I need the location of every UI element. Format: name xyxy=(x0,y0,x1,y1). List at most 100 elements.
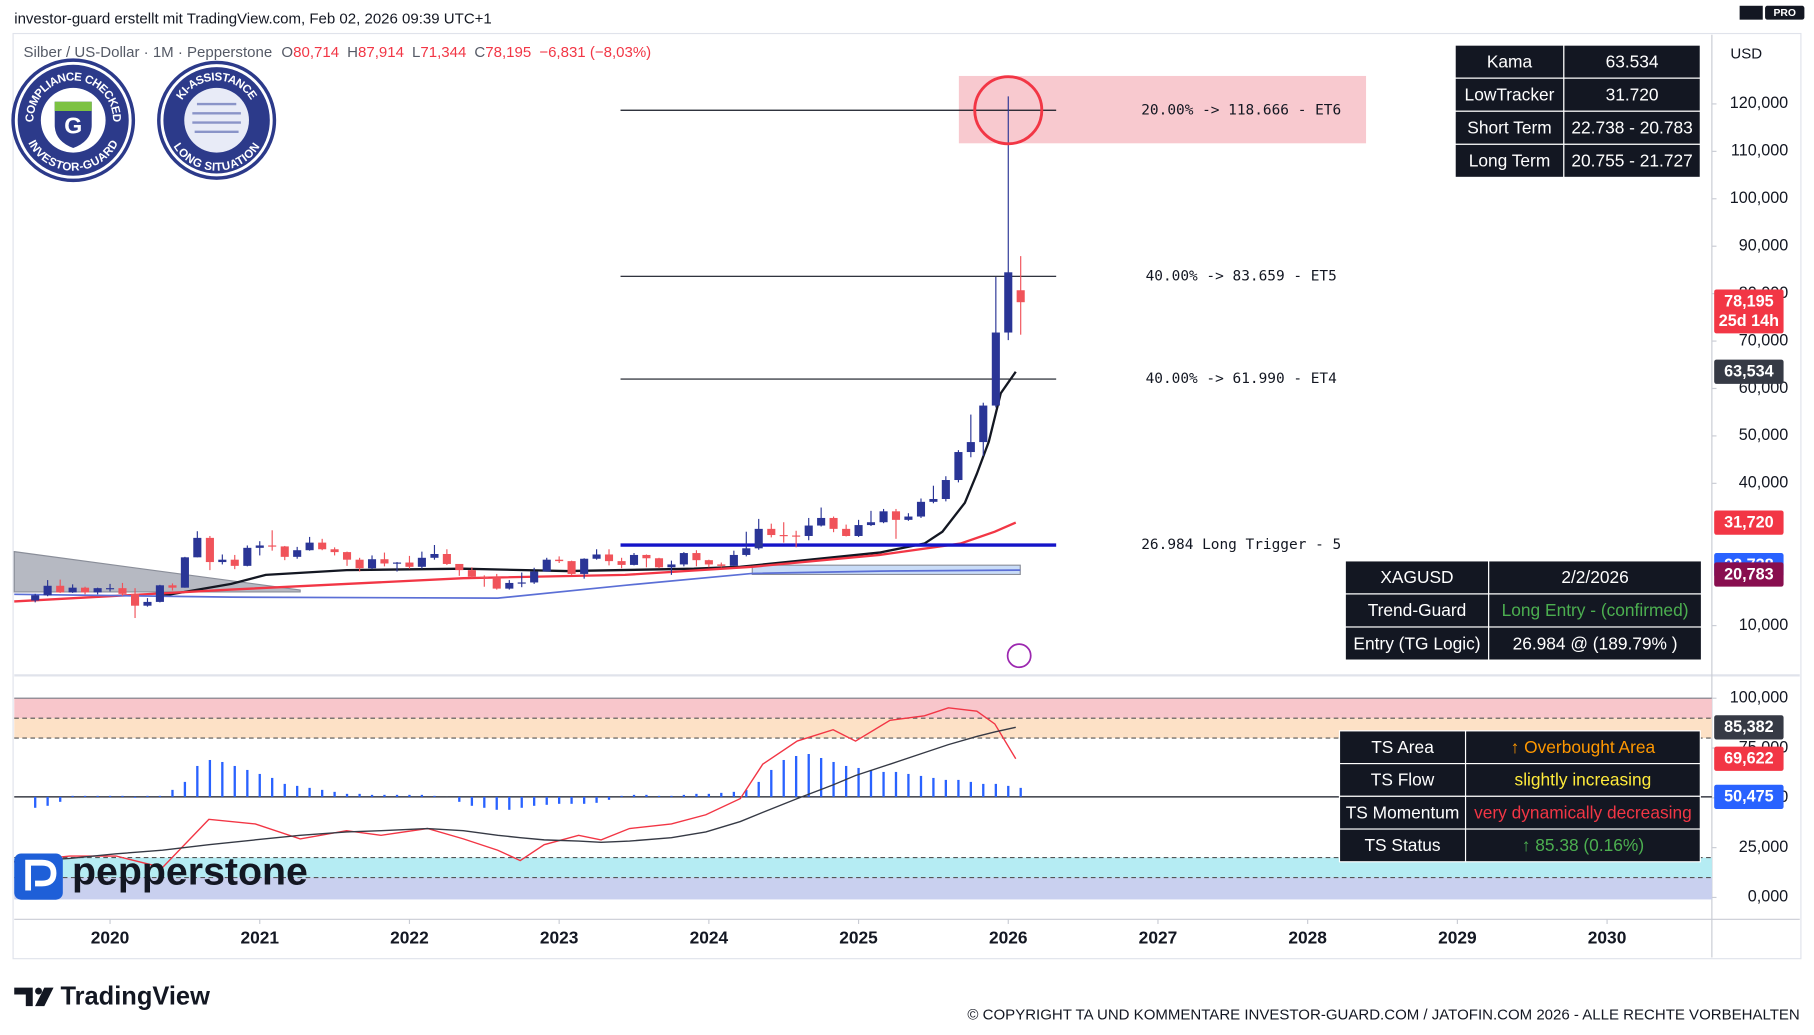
histogram-bar xyxy=(183,781,187,797)
candle-body xyxy=(205,537,214,563)
level-label: 20.00% -> 118.666 - ET6 xyxy=(1141,102,1341,118)
level-label: 40.00% -> 61.990 - ET4 xyxy=(1146,371,1337,387)
candle-body xyxy=(530,571,539,583)
candle-body xyxy=(567,561,576,574)
table-cell xyxy=(1454,44,1565,79)
x-tick-label: 2030 xyxy=(1588,928,1627,948)
target-zone xyxy=(958,75,1367,144)
price-label: 31,720 xyxy=(1724,513,1773,531)
histogram-bar xyxy=(370,794,374,797)
candle-body xyxy=(318,542,327,550)
histogram-bar xyxy=(146,795,149,797)
histogram-bar xyxy=(383,794,386,797)
table-value: 26.984 @ (189.79% ) xyxy=(1513,633,1678,653)
table-value: 31.720 xyxy=(1606,84,1659,104)
table-label: TS Status xyxy=(1364,835,1440,855)
table-cell xyxy=(1488,626,1703,661)
histogram-bar xyxy=(358,793,361,797)
table-label: LowTracker xyxy=(1465,84,1555,104)
histogram-bar xyxy=(83,795,87,797)
level-label: 40.00% -> 83.659 - ET5 xyxy=(1146,268,1337,284)
candle-body xyxy=(193,537,202,558)
table-label: Trend-Guard xyxy=(1368,600,1467,620)
candle-body xyxy=(243,547,252,566)
shield xyxy=(54,101,92,149)
level-label: 26.984 Long Trigger - 5 xyxy=(1141,537,1341,553)
high-highlight xyxy=(973,75,1044,146)
y-tick-label: 90,000 xyxy=(1739,236,1788,254)
candle-body xyxy=(879,511,888,523)
histogram-bar xyxy=(682,794,686,797)
candle-body xyxy=(168,585,177,588)
legend-symbol: Silber / US-Dollar · 1M · Pepperstone xyxy=(23,44,272,61)
price-label-box xyxy=(1714,289,1784,334)
histogram-bar xyxy=(695,793,698,797)
legend-key: L xyxy=(412,44,420,61)
badge: G COMPLIANCE CHECKED INVESTOR-GUARD xyxy=(11,58,136,183)
candle-body xyxy=(492,577,501,589)
table-value: 2/2/2026 xyxy=(1561,567,1628,587)
price-label-box xyxy=(1714,359,1784,384)
candle-body xyxy=(31,595,40,601)
histogram-bar xyxy=(520,796,523,808)
x-tick-label: 2026 xyxy=(989,928,1028,948)
candle-body xyxy=(966,442,975,453)
candle-body xyxy=(604,554,614,562)
badge-letter: G xyxy=(64,112,82,138)
candle-body xyxy=(505,582,514,589)
histogram-bar xyxy=(271,777,274,797)
histogram-bar xyxy=(458,796,461,802)
histogram-bar xyxy=(483,796,486,808)
histogram-bar xyxy=(869,769,873,797)
table-cell xyxy=(1563,110,1701,145)
price-label: 78,195 xyxy=(1724,292,1773,310)
histogram-bar xyxy=(258,773,261,797)
legend-value: 78,195 xyxy=(485,44,531,61)
histogram-bar xyxy=(296,785,299,797)
histogram-bar xyxy=(832,761,835,797)
candle-body xyxy=(779,535,788,537)
y-tick-label: 100,000 xyxy=(1730,189,1788,207)
candle-body xyxy=(93,588,102,593)
candle-body xyxy=(230,559,239,566)
price-label: 20,783 xyxy=(1724,565,1773,583)
candle-body xyxy=(106,588,115,590)
y-tick-label: 10,000 xyxy=(1739,616,1788,634)
table-label: Long Term xyxy=(1469,151,1551,171)
histogram-bar xyxy=(620,795,623,797)
candle-body xyxy=(455,563,464,571)
y-tick-label: 25,000 xyxy=(1739,838,1788,856)
candle-body xyxy=(941,480,950,499)
price-label-box xyxy=(1714,562,1784,587)
candle-body xyxy=(405,562,414,567)
table-label: XAGUSD xyxy=(1380,567,1453,587)
histogram-bar xyxy=(46,796,49,806)
table-value: 63.534 xyxy=(1606,51,1659,71)
table-label: TS Momentum xyxy=(1346,802,1460,822)
x-tick-label: 2022 xyxy=(390,928,429,948)
histogram-bar xyxy=(570,796,573,804)
y-tick-label: 100,000 xyxy=(1730,689,1788,707)
histogram-bar xyxy=(932,777,935,797)
candle-body xyxy=(991,332,1000,406)
candle-body xyxy=(1016,290,1025,303)
histogram-bar xyxy=(745,789,748,797)
y-tick-label: 110,000 xyxy=(1731,142,1788,160)
candle-body xyxy=(293,550,302,557)
oscillator-line xyxy=(14,726,1016,863)
candle-body xyxy=(143,601,152,606)
histogram-bar xyxy=(395,794,399,797)
y-tick-label: 40,000 xyxy=(1739,474,1788,492)
x-tick-label: 2029 xyxy=(1438,928,1477,948)
histogram-bar xyxy=(408,794,411,797)
x-tick-label: 2021 xyxy=(240,928,279,948)
alert-icon xyxy=(1006,643,1032,669)
histogram-bar xyxy=(508,796,511,810)
table-cell xyxy=(1464,730,1701,765)
table-cell xyxy=(1464,795,1701,830)
candle-body xyxy=(218,559,227,563)
histogram-bar xyxy=(595,796,598,803)
legend-key: H xyxy=(347,44,358,61)
histogram-bar xyxy=(645,794,648,797)
